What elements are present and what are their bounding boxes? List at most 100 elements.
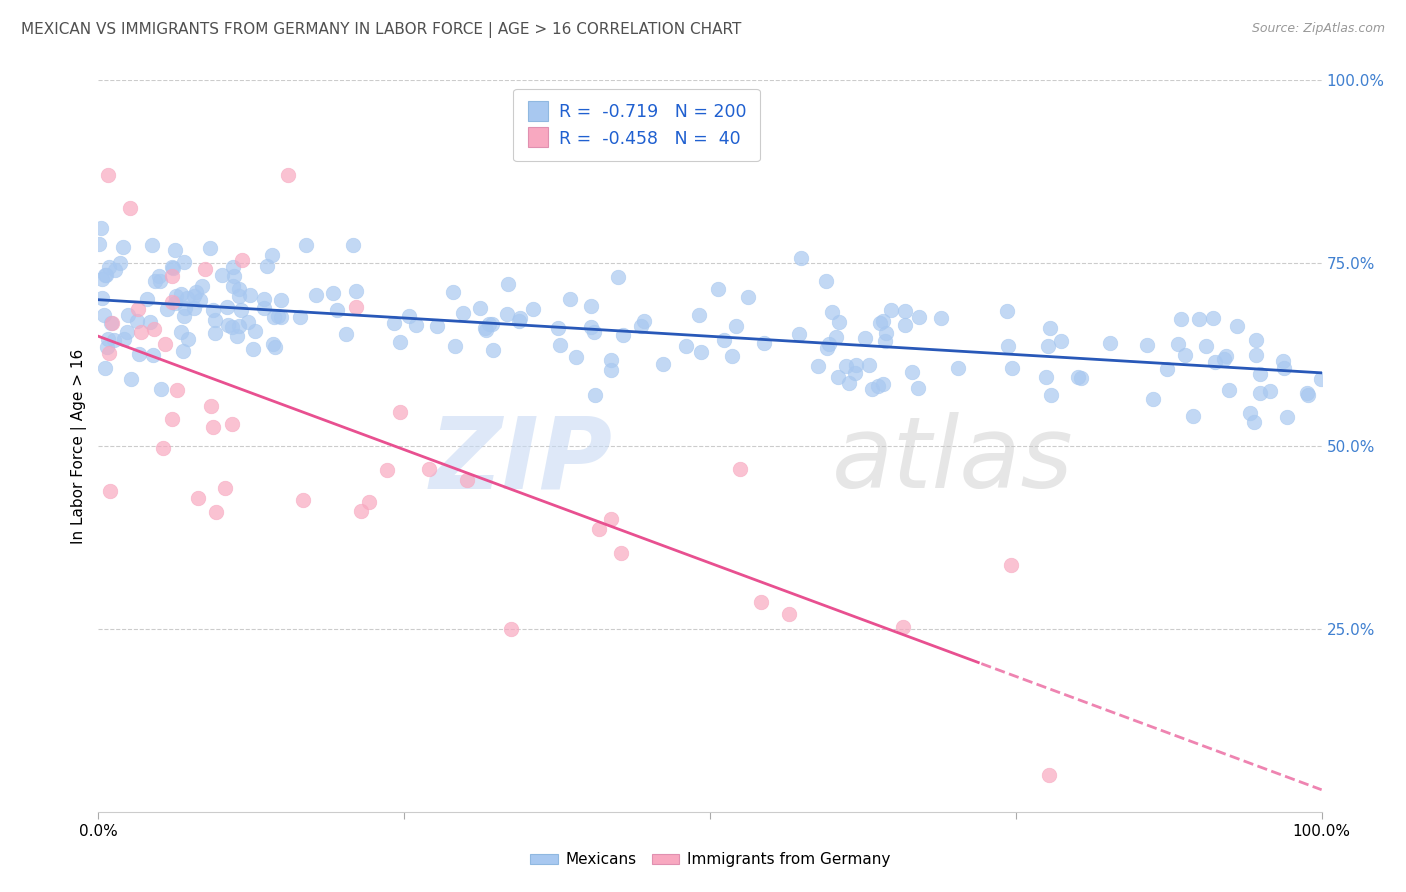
Point [149,382,172,396]
Point [1202,310,1225,325]
Point [720,349,742,363]
Point [869,316,891,330]
Point [1142,392,1164,406]
Point [191,278,214,293]
Point [201,420,224,434]
Point [389,334,412,349]
Point [787,327,810,342]
Point [335,327,357,342]
Point [858,358,880,372]
Point [547,321,569,335]
Point [170,325,193,339]
Point [1309,372,1331,386]
Point [143,274,166,288]
Point [713,333,735,347]
Point [256,259,278,273]
Point [838,376,860,390]
Point [163,243,186,257]
Point [221,319,243,334]
Point [304,288,326,302]
Point [1039,321,1062,335]
Point [475,323,498,337]
Point [1174,348,1197,362]
Point [229,302,252,317]
Point [120,372,142,386]
Point [1035,370,1057,384]
Point [690,344,713,359]
Point [1244,334,1267,348]
Point [1272,361,1295,376]
Point [129,325,152,339]
Point [456,473,478,487]
Point [1246,348,1268,362]
Point [825,330,848,344]
Text: MEXICAN VS IMMIGRANTS FROM GERMANY IN LABOR FORCE | AGE > 16 CORRELATION CHART: MEXICAN VS IMMIGRANTS FROM GERMANY IN LA… [21,22,741,38]
Point [806,359,828,373]
Point [194,261,217,276]
Point [142,348,165,362]
Point [382,316,405,330]
Point [1249,386,1271,401]
Point [1181,409,1204,424]
Point [243,324,266,338]
Point [165,289,187,303]
Point [188,293,211,308]
Point [583,388,606,402]
Point [322,285,344,300]
Point [202,302,225,317]
Y-axis label: In Labor Force | Age > 16: In Labor Force | Age > 16 [72,349,87,543]
Point [198,241,221,255]
Point [1204,355,1226,369]
Point [262,337,284,351]
Point [270,293,292,308]
Point [128,347,150,361]
Point [98,346,121,360]
Point [891,619,914,633]
Point [117,308,139,322]
Point [97,260,120,274]
Point [264,340,287,354]
Point [880,303,903,318]
Point [115,326,138,340]
Point [418,461,440,475]
Point [600,353,623,368]
Point [173,309,195,323]
Point [156,301,179,316]
Point [176,291,198,305]
Point [104,263,127,277]
Point [160,260,183,275]
Point [87,236,110,251]
Point [853,331,876,345]
Point [1243,415,1265,429]
Point [509,311,531,326]
Point [501,622,523,636]
Point [481,317,503,331]
Point [828,315,851,329]
Text: atlas: atlas [832,412,1074,509]
Point [288,310,311,325]
Point [929,310,952,325]
Point [357,494,380,508]
Point [170,286,193,301]
Point [173,301,195,316]
Point [277,169,299,183]
Point [495,307,517,321]
Point [228,289,250,303]
Point [496,277,519,291]
Point [728,462,751,476]
Point [231,253,253,268]
Point [143,322,166,336]
Point [1212,352,1234,367]
Point [148,268,170,283]
Point [239,288,262,302]
Point [815,342,838,356]
Point [389,404,412,418]
Point [752,336,775,351]
Point [1275,409,1298,424]
Point [688,308,710,322]
Point [217,300,239,314]
Point [470,301,492,315]
Point [1038,768,1060,782]
Point [1067,370,1090,384]
Point [221,417,243,432]
